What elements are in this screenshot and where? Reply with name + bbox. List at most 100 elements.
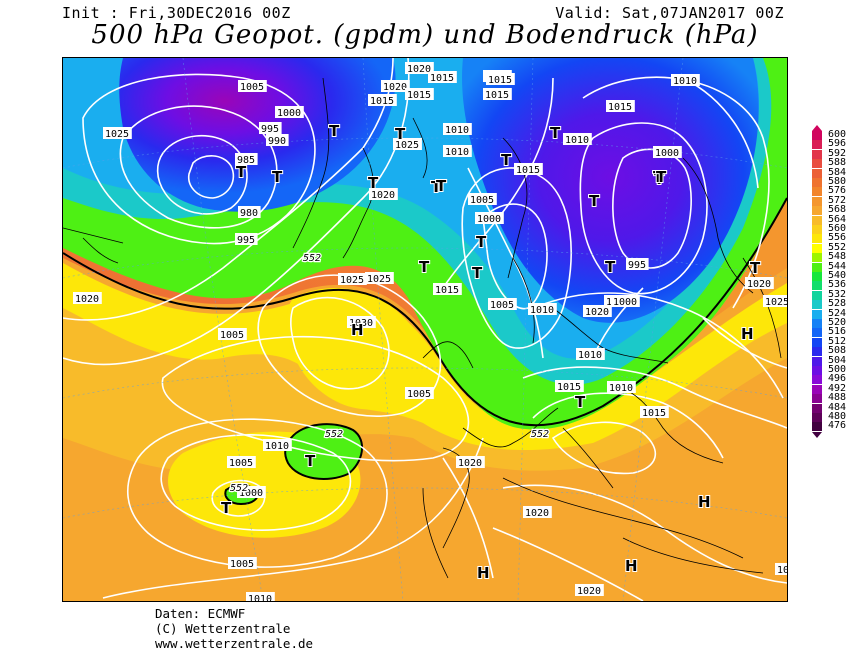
pressure-label: 1000 bbox=[477, 214, 501, 225]
legend-swatch bbox=[812, 347, 822, 357]
legend-label: 556 bbox=[828, 232, 847, 244]
pressure-label: 1025 bbox=[340, 275, 364, 286]
legend-row: 568 bbox=[812, 204, 850, 216]
legend-row: 596 bbox=[812, 138, 850, 150]
low-pressure-symbol: T bbox=[395, 125, 406, 143]
legend-row: 592 bbox=[812, 147, 850, 159]
pressure-label-bg bbox=[514, 163, 543, 175]
high-pressure-symbol: H bbox=[477, 564, 490, 582]
pressure-label: 1020 bbox=[747, 279, 771, 290]
legend-label: 572 bbox=[828, 194, 847, 206]
pressure-label: 1010 bbox=[578, 350, 602, 361]
pressure-label: 1005 bbox=[229, 458, 253, 469]
pressure-label-bg bbox=[259, 122, 282, 134]
coastlines bbox=[63, 77, 782, 579]
pressure-label-bg bbox=[483, 88, 512, 100]
pressure-labels: 1005102010151020101510101025102510009959… bbox=[73, 62, 787, 601]
legend-label: 524 bbox=[828, 307, 847, 319]
legend-row: 584 bbox=[812, 167, 850, 178]
pressure-label-bg bbox=[263, 439, 292, 451]
pressure-label: 1020 bbox=[777, 565, 787, 576]
legend-swatch bbox=[812, 149, 822, 159]
pressure-label-bg bbox=[365, 272, 394, 284]
pressure-label: 1020 bbox=[585, 307, 609, 318]
pressure-label-bg bbox=[338, 273, 367, 285]
pressure-label-bg bbox=[393, 138, 422, 150]
legend-row: 476 bbox=[812, 420, 850, 432]
low-pressure-symbol: T bbox=[653, 168, 664, 186]
legend-row: 588 bbox=[812, 157, 850, 169]
pressure-label: 995 bbox=[628, 260, 646, 271]
low-pressure-symbol: T bbox=[305, 452, 316, 470]
credit-copyright: (C) Wetterzentrale bbox=[155, 621, 291, 636]
geopotential-label: 552 bbox=[303, 253, 321, 264]
pressure-label-bg bbox=[456, 456, 485, 468]
graticule bbox=[63, 58, 787, 601]
pressure-label: 1010 bbox=[445, 125, 469, 136]
geopotential-label: 552 bbox=[230, 483, 248, 494]
valid-time: Valid: Sat,07JAN2017 00Z bbox=[555, 4, 784, 22]
low-pressure-symbol: T bbox=[329, 122, 340, 140]
credit-url: www.wetterzentrale.de bbox=[155, 636, 314, 651]
pressure-label-bg bbox=[576, 348, 605, 360]
pressure-label: 1015 bbox=[488, 75, 512, 86]
legend-label: 512 bbox=[828, 335, 847, 347]
western-low-field bbox=[119, 58, 396, 212]
pressure-label-bg bbox=[763, 295, 787, 307]
legend-label: 580 bbox=[828, 176, 847, 187]
pressure-label: 1025 bbox=[765, 297, 787, 308]
low-pressure-symbol: T bbox=[221, 499, 232, 517]
pressure-label: 1000 bbox=[613, 297, 637, 308]
pressure-label: 1020 bbox=[407, 64, 431, 75]
legend-swatch bbox=[812, 337, 822, 347]
legend-row: 540 bbox=[812, 270, 850, 281]
legend-swatch bbox=[812, 328, 822, 338]
pressure-label: 1000 bbox=[655, 148, 679, 159]
pressure-label-bg bbox=[653, 146, 682, 158]
cutoff-low-green bbox=[284, 423, 363, 480]
data-credits: Daten: ECMWF (C) Wetterzentrale www.wett… bbox=[155, 606, 313, 651]
legend-swatch bbox=[812, 168, 822, 178]
geopotential-labels: 552 552 552 552 bbox=[229, 252, 551, 496]
legend-arrow-down bbox=[812, 431, 822, 438]
legend-row: 492 bbox=[812, 383, 850, 394]
pressure-label: 1010 bbox=[445, 147, 469, 158]
legend-swatch bbox=[812, 309, 822, 319]
pressure-label: 995 bbox=[237, 235, 255, 246]
pressure-label-bg bbox=[607, 381, 636, 393]
pressure-label-bg bbox=[103, 127, 132, 139]
map-canvas: 1005102010151020101510101025102510009959… bbox=[63, 58, 787, 601]
pressure-label: 1005 bbox=[240, 82, 264, 93]
pressure-label-bg bbox=[275, 106, 304, 118]
pressure-label-bg bbox=[433, 283, 462, 295]
pressure-label: 1015 bbox=[516, 165, 540, 176]
legend-swatch bbox=[812, 300, 822, 310]
legend-label: 592 bbox=[828, 147, 847, 159]
legend-label: 596 bbox=[828, 138, 847, 150]
yellow-high-ridge bbox=[286, 288, 423, 410]
pressure-label-bg bbox=[368, 94, 397, 106]
legend-swatch bbox=[812, 366, 822, 375]
pressure-label: 1015 bbox=[407, 90, 431, 101]
legend-label: 576 bbox=[828, 185, 847, 197]
legend-row: 500 bbox=[812, 364, 850, 375]
legend-row: 512 bbox=[812, 335, 850, 347]
pressure-label-bg bbox=[563, 133, 592, 145]
pressure-label: 1010 bbox=[609, 383, 633, 394]
pressure-label: 1020 bbox=[383, 82, 407, 93]
legend-swatch bbox=[812, 206, 822, 216]
legend-label: 564 bbox=[828, 213, 847, 225]
pressure-label-bg bbox=[428, 71, 457, 83]
legend-swatch bbox=[812, 422, 822, 432]
geopotential-label: 552 bbox=[325, 429, 343, 440]
high-pressure-symbol: H bbox=[351, 321, 364, 339]
pressure-label: 1010 bbox=[673, 76, 697, 87]
legend-swatch bbox=[812, 253, 822, 263]
low-pressure-symbol: T bbox=[472, 264, 483, 282]
pressure-label: 1025 bbox=[367, 274, 391, 285]
legend-row: 532 bbox=[812, 289, 850, 300]
pressure-label: 1010 bbox=[265, 441, 289, 452]
legend-row: 520 bbox=[812, 317, 850, 328]
legend-swatch bbox=[812, 131, 822, 140]
legend-label: 520 bbox=[828, 317, 847, 328]
